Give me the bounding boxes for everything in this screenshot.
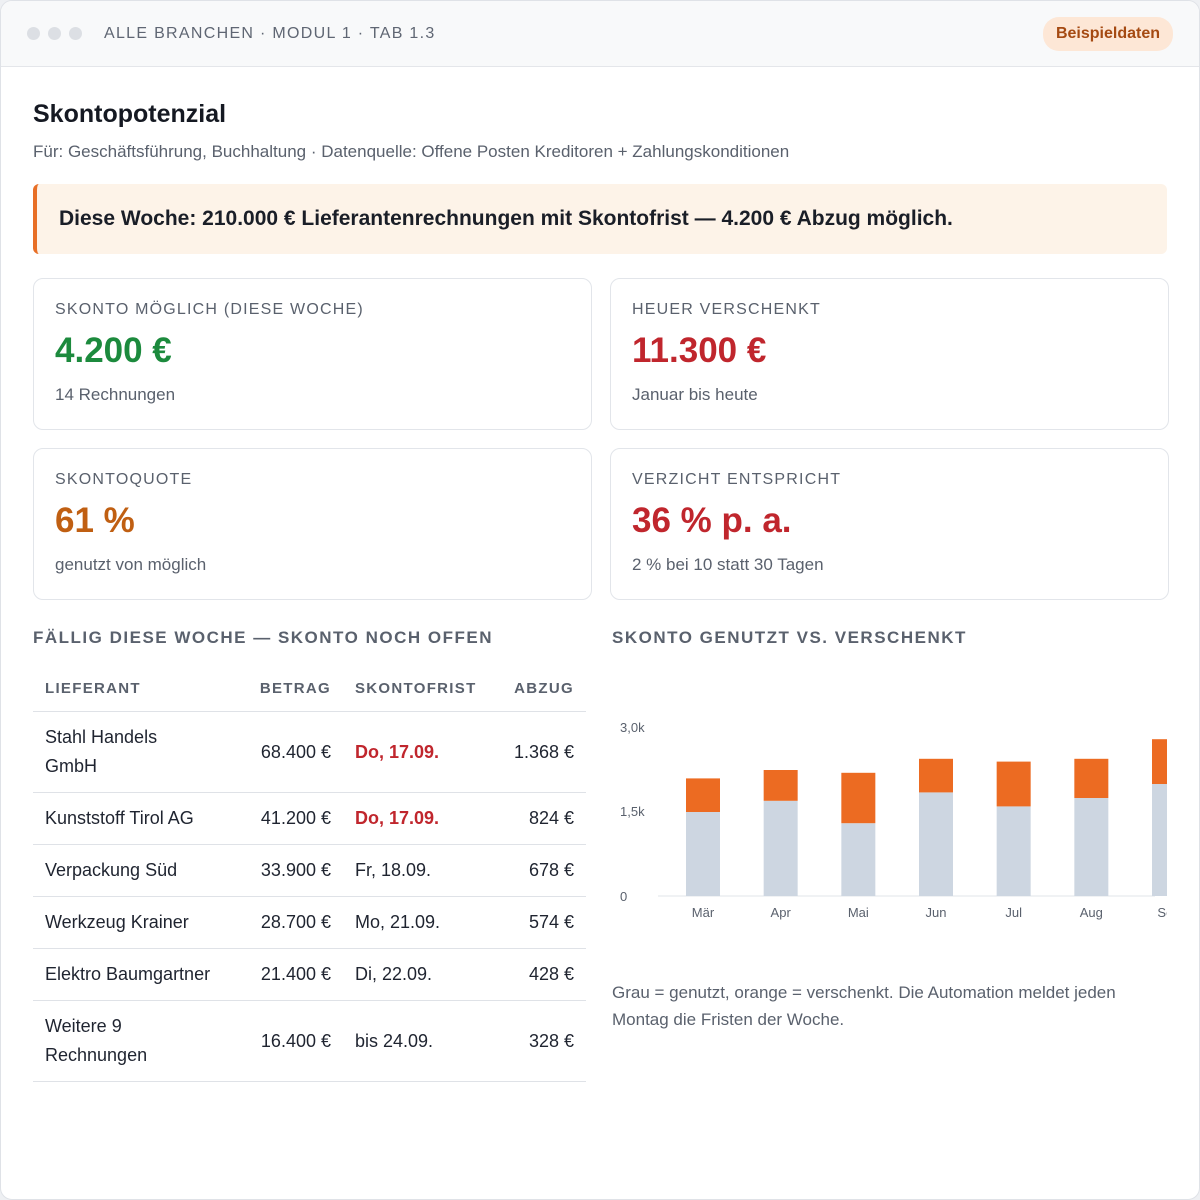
title-bar: ALLE BRANCHEN · MODUL 1 · TAB 1.3 Beispi… [1,1,1199,67]
bar-used-Jun [919,792,953,896]
column-header-deadline: SKONTOFRIST [343,670,489,712]
cell-discount: 1.368 € [488,711,586,793]
bar-used-Jul [996,806,1031,896]
bar-used-Aug [1074,798,1109,896]
y-tick-label: 3,0k [620,720,645,735]
bar-used-Mai [841,823,876,896]
table-row[interactable]: Werkzeug Krainer 28.700 € Mo, 21.09. 574… [33,896,586,949]
cell-supplier: Werkzeug Krainer [33,896,223,949]
kpi-grid: SKONTO MÖGLICH (DIESE WOCHE) 4.200 € 14 … [33,278,1169,600]
bar-used-Mär [686,812,720,896]
bar-forfeited-Aug [1074,758,1109,798]
column-header-supplier: LIEFERANT [33,670,223,712]
x-tick-label: Mär [692,905,715,920]
chart-container: 0 1,5k 3,0k Mär Apr Mai Jun Jul Aug Sep [612,708,1186,931]
kpi-label: VERZICHT ENTSPRICHT [632,471,842,488]
bar-forfeited-Jul [996,761,1031,807]
main-content: Skontopotenzial Für: Geschäftsführung, B… [1,67,1199,1082]
x-tick-label: Jun [926,905,947,920]
maximize-window-icon[interactable] [69,27,82,40]
cell-supplier: Elektro Baumgartner [33,948,223,1001]
kpi-subtext: 14 Rechnungen [55,385,176,404]
lower-section: FÄLLIG DIESE WOCHE — SKONTO NOCH OFFEN L… [33,628,1186,1082]
kpi-card-waiver-equivalent: VERZICHT ENTSPRICHT 36 % p. a. 2 % bei 1… [610,448,1169,600]
kpi-label: HEUER VERSCHENKT [632,301,822,318]
table-section-title: FÄLLIG DIESE WOCHE — SKONTO NOCH OFFEN [33,628,493,647]
cell-deadline: Mo, 21.09. [343,896,489,949]
cell-discount: 328 € [488,1000,586,1082]
cell-amount: 41.200 € [223,792,343,845]
table-row[interactable]: Elektro Baumgartner 21.400 € Di, 22.09. … [33,948,586,1001]
cell-amount: 21.400 € [223,948,343,1001]
cell-discount: 574 € [488,896,586,949]
cell-supplier: Kunststoff Tirol AG [33,792,223,845]
cell-deadline: Fr, 18.09. [343,844,489,897]
bar-used-Apr [763,800,798,896]
cell-discount: 428 € [488,948,586,1001]
bar-forfeited-Jun [919,758,953,793]
kpi-label: SKONTOQUOTE [55,471,193,488]
column-header-discount: ABZUG [488,670,586,712]
bar-forfeited-Sep [1152,739,1186,784]
cell-supplier: Weitere 9 Rechnungen [33,1000,223,1082]
kpi-subtext: Januar bis heute [632,385,758,404]
kpi-subtext: 2 % bei 10 statt 30 Tagen [632,555,824,574]
kpi-value: 4.200 € [55,331,172,370]
cell-supplier: Stahl Handels GmbH [33,711,223,793]
breadcrumb: ALLE BRANCHEN · MODUL 1 · TAB 1.3 [104,24,436,42]
cell-deadline: Do, 17.09. [343,711,489,793]
bar-forfeited-Mai [841,772,876,824]
alert-text: Diese Woche: 210.000 € Lieferantenrechnu… [59,207,953,230]
skonto-stacked-bar-chart: 0 1,5k 3,0k Mär Apr Mai Jun Jul Aug Sep [620,720,1186,920]
cell-supplier: Verpackung Süd [33,844,223,897]
bar-forfeited-Apr [763,770,798,801]
x-tick-label: Aug [1080,905,1103,920]
bar-forfeited-Mär [686,778,720,812]
chart-section: SKONTO GENUTZT VS. VERSCHENKT 0 1,5k 3,0k M… [612,628,1186,1082]
kpi-card-skonto-rate: SKONTOQUOTE 61 % genutzt von möglich [33,448,592,600]
table-row[interactable]: Weitere 9 Rechnungen 16.400 € bis 24.09.… [33,1000,586,1082]
cell-amount: 28.700 € [223,896,343,949]
page-title: Skontopotenzial [33,100,227,128]
close-window-icon[interactable] [27,27,40,40]
table-row[interactable]: Stahl Handels GmbH 68.400 € Do, 17.09. 1… [33,711,586,793]
cell-deadline: Do, 17.09. [343,792,489,845]
cell-deadline: Di, 22.09. [343,948,489,1001]
cell-discount: 678 € [488,844,586,897]
weekly-alert-banner: Diese Woche: 210.000 € Lieferantenrechnu… [33,184,1167,254]
column-header-amount: BETRAG [223,670,343,712]
cell-amount: 68.400 € [223,711,343,793]
y-tick-label: 1,5k [620,804,645,819]
page-subtitle: Für: Geschäftsführung, Buchhaltung · Dat… [33,142,790,161]
cell-amount: 16.400 € [223,1000,343,1082]
cell-deadline: bis 24.09. [343,1000,489,1082]
due-table-section: FÄLLIG DIESE WOCHE — SKONTO NOCH OFFEN L… [33,628,586,1082]
chart-note: Grau = genutzt, orange = verschenkt. Die… [612,983,1116,1029]
due-invoices-table: LIEFERANT BETRAG SKONTOFRIST ABZUG Stahl… [33,670,586,1082]
bar-used-Sep [1152,784,1186,896]
chart-section-title: SKONTO GENUTZT VS. VERSCHENKT [612,628,967,647]
table-row[interactable]: Kunststoff Tirol AG 41.200 € Do, 17.09. … [33,792,586,845]
cell-discount: 824 € [488,792,586,845]
kpi-value: 11.300 € [632,331,767,370]
window-controls [27,27,82,40]
table-header-row: LIEFERANT BETRAG SKONTOFRIST ABZUG [33,670,586,712]
cell-amount: 33.900 € [223,844,343,897]
kpi-card-given-away: HEUER VERSCHENKT 11.300 € Januar bis heu… [610,278,1169,430]
x-tick-label: Sep [1157,905,1167,920]
kpi-label: SKONTO MÖGLICH (DIESE WOCHE) [55,301,364,318]
x-tick-label: Mai [848,905,869,920]
table-row[interactable]: Verpackung Süd 33.900 € Fr, 18.09. 678 € [33,844,586,897]
x-tick-label: Jul [1005,905,1022,920]
x-tick-label: Apr [771,905,792,920]
y-tick-label: 0 [620,889,627,904]
sample-data-badge: Beispieldaten [1042,16,1173,51]
kpi-subtext: genutzt von möglich [55,555,207,574]
minimize-window-icon[interactable] [48,27,61,40]
kpi-value: 61 % [55,501,135,540]
kpi-card-skonto-possible: SKONTO MÖGLICH (DIESE WOCHE) 4.200 € 14 … [33,278,592,430]
kpi-value: 36 % p. a. [632,501,792,540]
